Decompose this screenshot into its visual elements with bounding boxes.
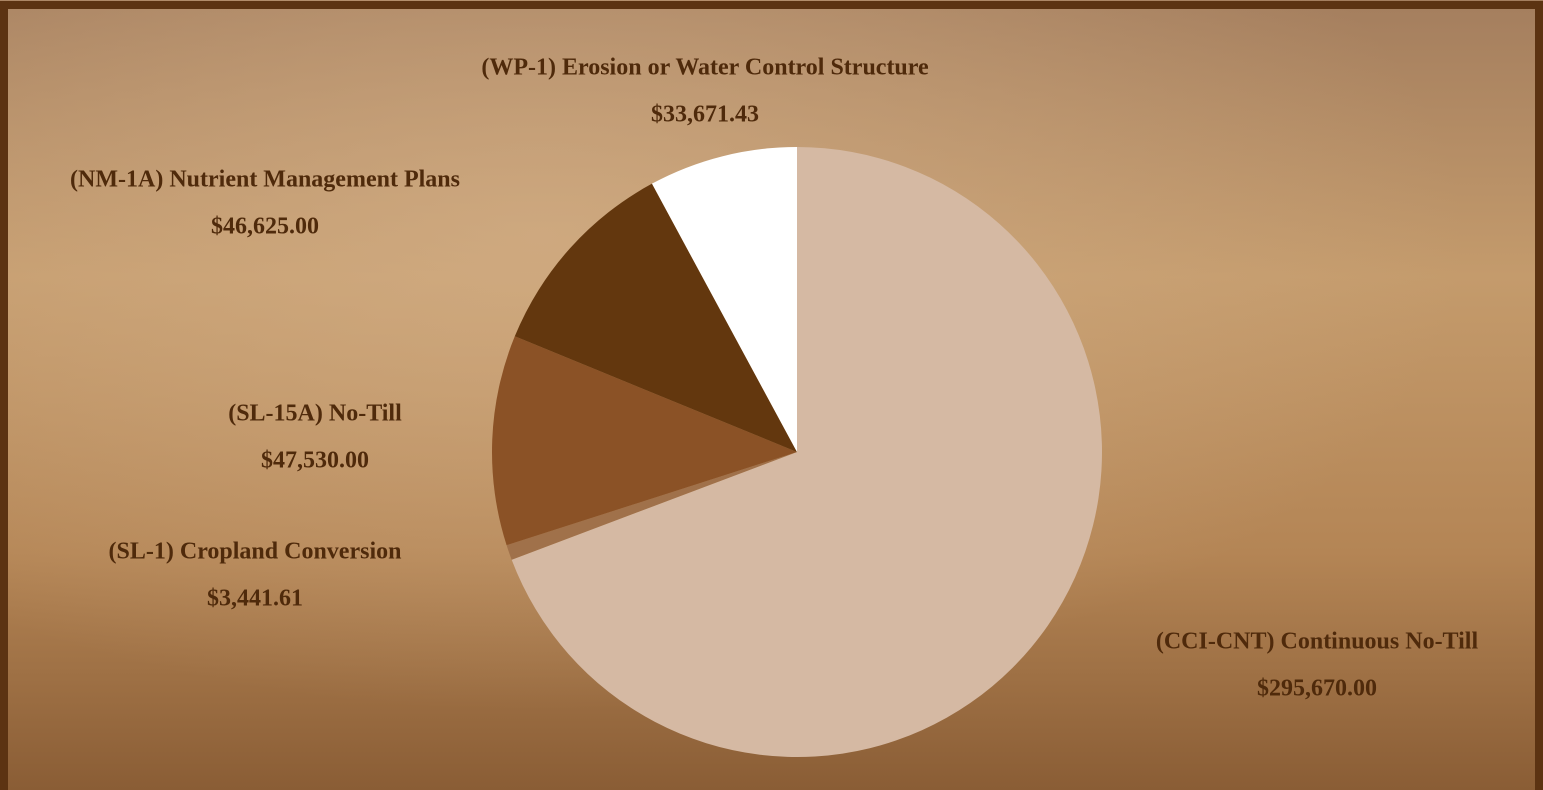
slice-label: (NM-1A) Nutrient Management Plans [70,167,460,193]
slice-label: (SL-1) Cropland Conversion [109,539,402,565]
value-label: $47,530.00 [261,448,369,474]
value-label: $33,671.43 [651,102,759,128]
pie [492,147,1102,757]
pie-slice [492,336,797,546]
pie-slice [506,452,797,560]
value-label: $295,670.00 [1257,676,1377,702]
pie-slice [511,147,1102,757]
slice-label: (CCI-CNT) Continuous No-Till [1156,629,1479,655]
pie-slice [514,183,797,452]
labels: (CCI-CNT) Continuous No-Till $295,670.00 (… [70,55,1478,702]
value-label: $3,441.61 [207,586,303,612]
value-label: $46,625.00 [211,214,319,240]
slice-label: (SL-15A) No-Till [228,401,402,427]
slice-label: (WP-1) Erosion or Water Control Structur… [481,55,929,81]
pie-slice [651,147,797,452]
